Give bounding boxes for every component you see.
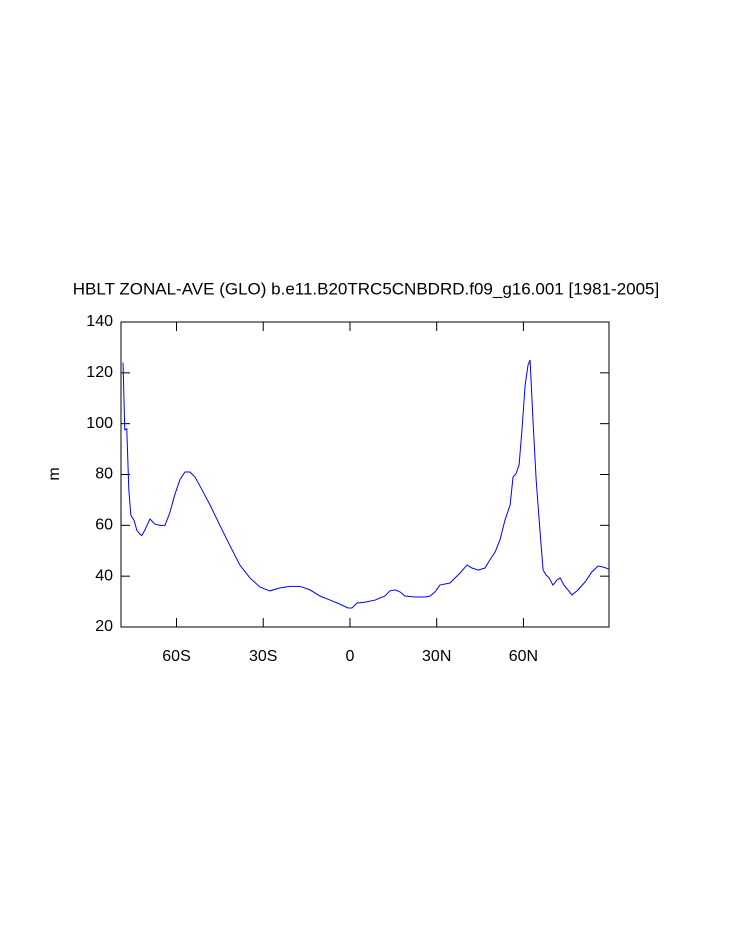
x-tick-label: 0 [346,648,355,665]
x-tick-label: 60S [162,648,190,665]
x-tick-label: 30N [422,648,451,665]
x-tick-label: 30S [249,648,277,665]
y-tick-label: 120 [86,364,113,381]
y-axis-label: m [46,467,63,480]
y-tick-label: 40 [95,567,113,584]
y-tick-label: 20 [95,618,113,635]
x-tick-label: 60N [509,648,538,665]
data-line [122,359,610,609]
y-tick-label: 140 [86,313,113,330]
y-tick-label: 80 [95,466,113,483]
chart-title: HBLT ZONAL-AVE (GLO) b.e11.B20TRC5CNBDRD… [73,279,659,298]
y-tick-label: 60 [95,517,113,534]
y-tick-label: 100 [86,415,113,432]
